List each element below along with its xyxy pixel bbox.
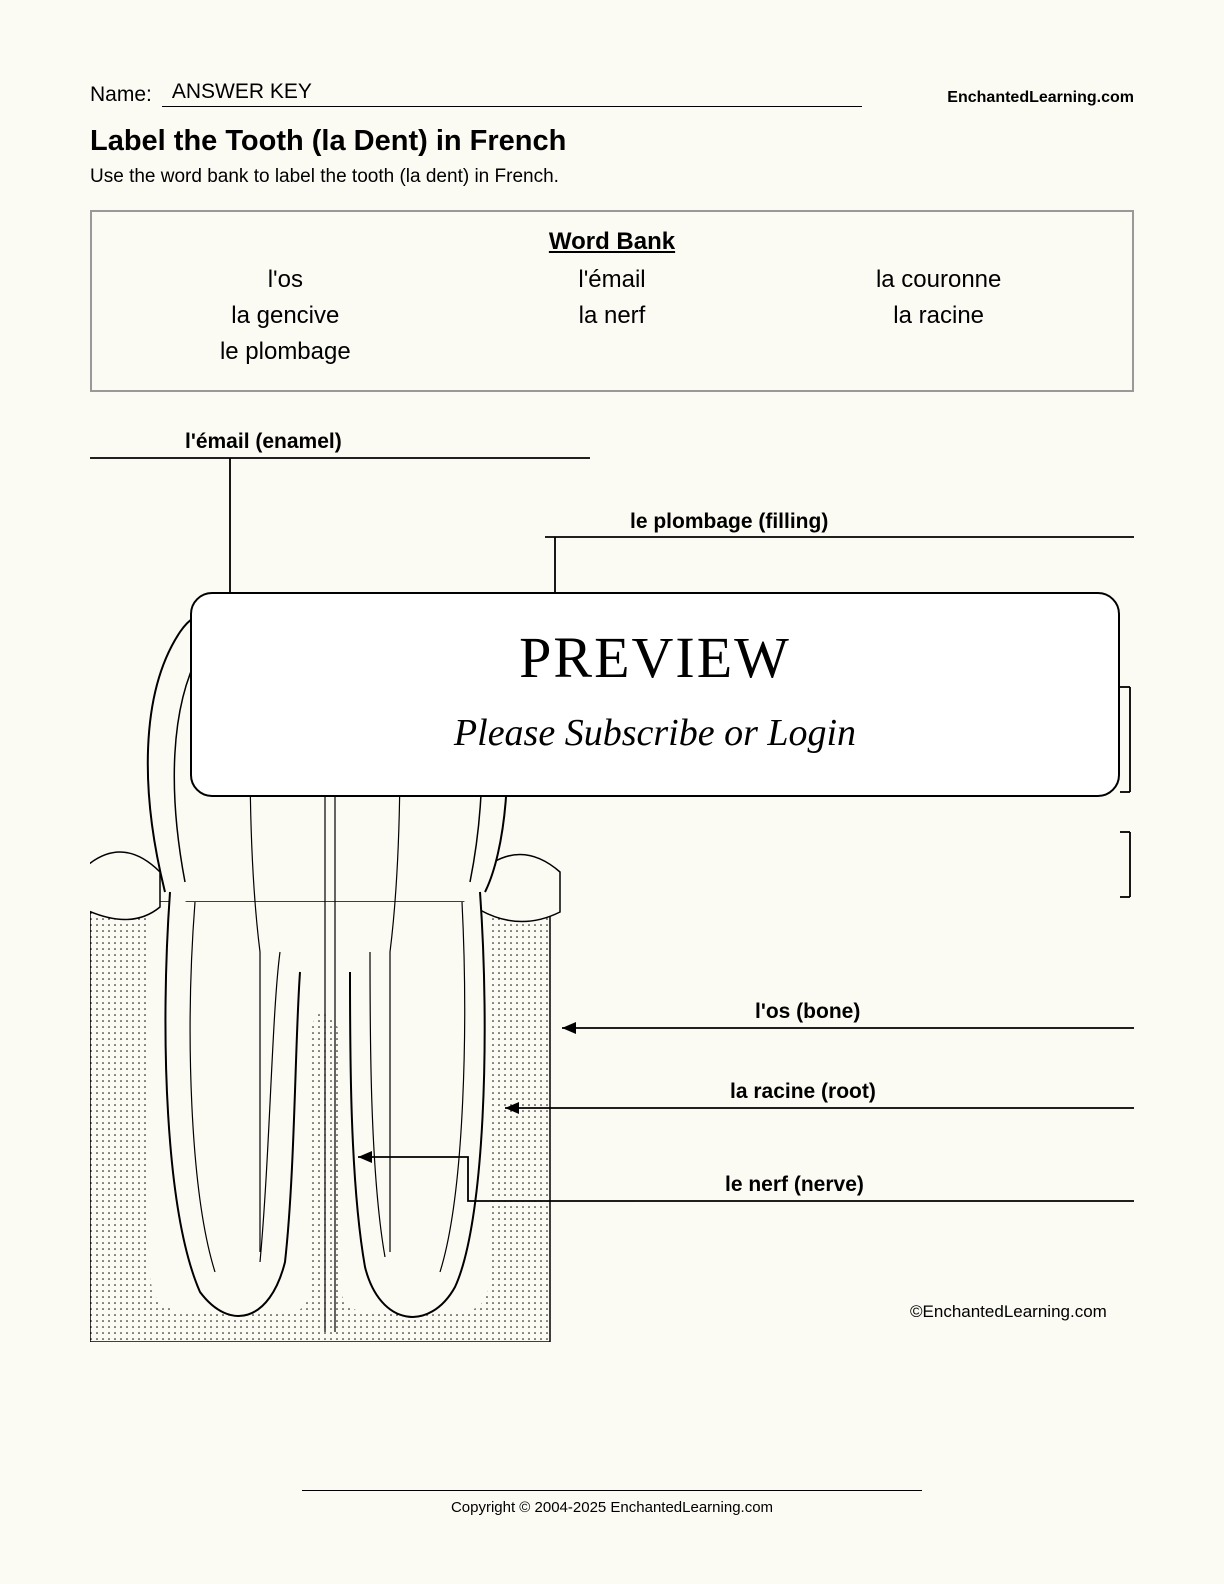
label-lines: [90, 432, 1134, 1342]
instruction-text: Use the word bank to label the tooth (la…: [90, 166, 1134, 188]
preview-overlay: PREVIEW Please Subscribe or Login: [190, 592, 1120, 797]
name-label: Name:: [90, 83, 162, 107]
overlay-title: PREVIEW: [232, 624, 1078, 691]
overlay-subtitle: Please Subscribe or Login: [232, 711, 1078, 755]
answer-key-text: ANSWER KEY: [162, 80, 862, 107]
wordbank-item: la nerf: [449, 302, 776, 330]
header-row: Name: ANSWER KEY EnchantedLearning.com: [90, 80, 1134, 107]
wordbank-item: l'os: [122, 266, 449, 294]
word-bank: Word Bank l'os l'émail la couronne la ge…: [90, 210, 1134, 392]
wordbank-item: le plombage: [122, 338, 449, 366]
wordbank-item: l'émail: [449, 266, 776, 294]
wordbank-item: la couronne: [775, 266, 1102, 294]
wordbank-grid: l'os l'émail la couronne la gencive la n…: [122, 266, 1102, 366]
wordbank-item: la racine: [775, 302, 1102, 330]
diagram-area: l'émail (enamel) le plombage (filling) l…: [90, 432, 1134, 1342]
site-name-top: EnchantedLearning.com: [947, 89, 1134, 107]
page-footer: Copyright © 2004-2025 EnchantedLearning.…: [0, 1490, 1224, 1516]
name-field: Name: ANSWER KEY: [90, 80, 862, 107]
footer-copyright: Copyright © 2004-2025 EnchantedLearning.…: [451, 1499, 773, 1516]
worksheet-title: Label the Tooth (la Dent) in French: [90, 125, 1134, 158]
wordbank-item: la gencive: [122, 302, 449, 330]
wordbank-title: Word Bank: [122, 228, 1102, 256]
